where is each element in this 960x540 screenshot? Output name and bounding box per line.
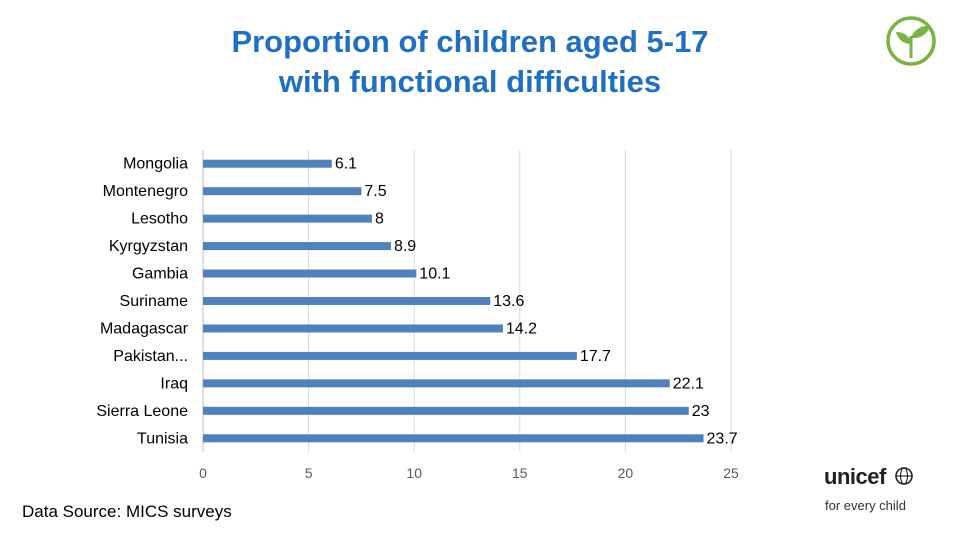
unicef-tagline: for every child bbox=[825, 498, 906, 513]
category-label: Madagascar bbox=[100, 320, 189, 337]
globe-icon bbox=[895, 467, 913, 485]
category-label: Lesotho bbox=[131, 211, 188, 228]
value-label: 8.9 bbox=[394, 238, 416, 255]
bar-suriname bbox=[203, 297, 491, 305]
value-label: 8 bbox=[375, 211, 384, 228]
bar-kyrgyzstan bbox=[203, 242, 391, 251]
bar-madagascar bbox=[203, 324, 503, 333]
bar-lesotho bbox=[203, 214, 372, 223]
category-label: Gambia bbox=[132, 266, 188, 283]
value-label: 13.6 bbox=[493, 293, 524, 310]
bar-mongolia bbox=[203, 159, 332, 168]
category-label: Sierra Leone bbox=[96, 403, 188, 420]
x-tick-label: 15 bbox=[512, 465, 528, 481]
value-label: 23 bbox=[692, 403, 710, 420]
chart-title: Proportion of children aged 5-17 with fu… bbox=[0, 22, 940, 102]
value-label: 17.7 bbox=[580, 348, 611, 365]
title-line-2: with functional difficulties bbox=[278, 64, 662, 99]
value-label: 22.1 bbox=[673, 375, 704, 392]
category-label: Pakistan... bbox=[113, 348, 188, 365]
bar-tunisia bbox=[203, 434, 704, 443]
x-tick-label: 5 bbox=[305, 465, 313, 481]
value-label: 23.7 bbox=[707, 430, 738, 447]
x-tick-label: 25 bbox=[723, 465, 739, 481]
x-tick-label: 0 bbox=[199, 465, 207, 481]
unicef-logo: unicef for every child bbox=[824, 462, 944, 522]
bar-gambia bbox=[203, 269, 417, 278]
sprout-icon bbox=[886, 16, 936, 66]
x-tick-label: 20 bbox=[618, 465, 634, 481]
x-tick-label: 10 bbox=[406, 465, 422, 481]
title-line-1: Proportion of children aged 5-17 bbox=[231, 24, 709, 59]
category-label: Mongolia bbox=[123, 156, 188, 173]
data-source-note: Data Source: MICS surveys bbox=[22, 502, 232, 521]
category-label: Kyrgyzstan bbox=[109, 238, 188, 255]
unicef-wordmark: unicef bbox=[824, 464, 886, 489]
bar-pakistan bbox=[203, 351, 577, 360]
value-label: 10.1 bbox=[419, 266, 450, 283]
bar-iraq bbox=[203, 379, 670, 388]
category-label: Tunisia bbox=[137, 430, 188, 447]
category-label: Montenegro bbox=[103, 183, 188, 200]
value-label: 6.1 bbox=[335, 156, 357, 173]
bar-sierra-leone bbox=[203, 406, 689, 415]
category-label: Suriname bbox=[120, 293, 189, 310]
bars bbox=[203, 159, 704, 443]
value-label: 14.2 bbox=[506, 320, 537, 337]
labels: 0 5 10 15 20 25 Mongolia 6.1 Montenegro 7.5 Lesoth… bbox=[96, 156, 739, 481]
value-label: 7.5 bbox=[364, 183, 386, 200]
bar-montenegro bbox=[203, 187, 362, 196]
category-label: Iraq bbox=[160, 375, 188, 392]
